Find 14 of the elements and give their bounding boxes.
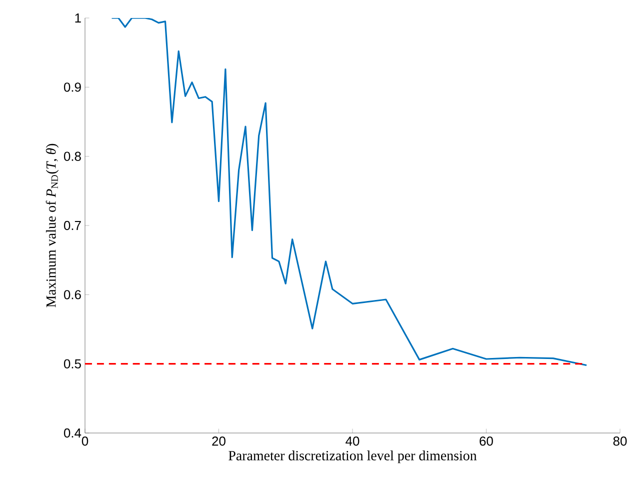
y-tick-label: 0.5 (64, 359, 81, 368)
y-tick-label: 0.7 (64, 220, 81, 230)
y-axis-title: Maximum value of P$_{ND}$(T, θ) (46, 144, 59, 308)
x-tick-label: 0 (82, 436, 88, 446)
y-tick-label: 0.6 (64, 290, 81, 300)
x-tick-label: 40 (346, 436, 360, 446)
y-tick-label: 0.8 (64, 152, 81, 161)
x-tick-label: 80 (613, 436, 627, 446)
y-tick-label: 0.4 (64, 428, 82, 438)
y-tick-label: 1 (75, 14, 81, 22)
x-tick-label: 20 (212, 436, 226, 446)
x-axis-title: Parameter discretization level per dimension (228, 450, 477, 464)
y-tick-label: 0.9 (64, 82, 81, 92)
x-tick-label: 60 (480, 436, 493, 446)
